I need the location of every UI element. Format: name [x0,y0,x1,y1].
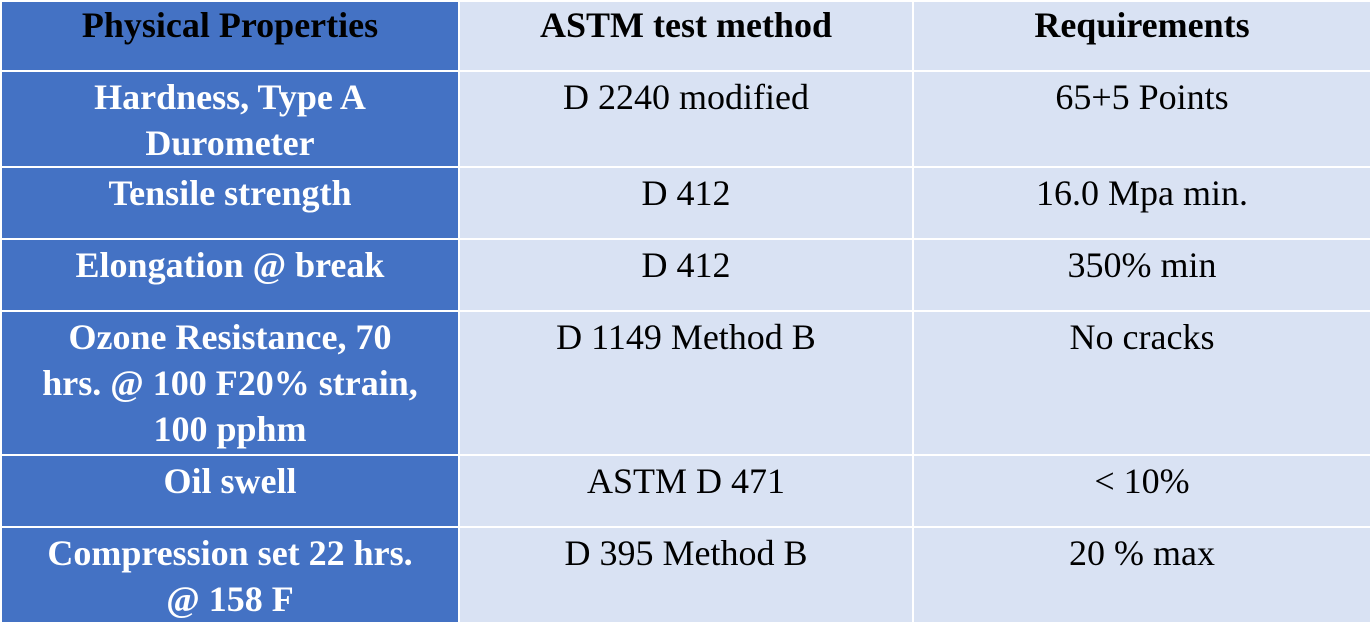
table-cell: Hardness, Type A Durometer [0,70,460,168]
table-cell: D 1149 Method B [458,310,914,456]
table-cell: 16.0 Mpa min. [912,166,1370,240]
header-cell: Physical Properties [0,0,460,72]
header-cell: ASTM test method [458,0,914,72]
table-cell: D 412 [458,166,914,240]
table-cell: D 395 Method B [458,526,914,622]
table-cell: 350% min [912,238,1370,312]
table-cell: 20 % max [912,526,1370,622]
table-cell: D 2240 modified [458,70,914,168]
table-cell: 65+5 Points [912,70,1370,168]
table-row: Ozone Resistance, 70 hrs. @ 100 F20% str… [0,310,1370,456]
table-cell: Oil swell [0,454,460,528]
table-row: Oil swell ASTM D 471 < 10% [0,454,1370,528]
table-cell: Compression set 22 hrs. @ 158 F [0,526,460,622]
table-cell: ASTM D 471 [458,454,914,528]
table-cell: < 10% [912,454,1370,528]
table-cell: Tensile strength [0,166,460,240]
table-row: Elongation @ break D 412 350% min [0,238,1370,312]
table-cell: D 412 [458,238,914,312]
table-cell: Ozone Resistance, 70 hrs. @ 100 F20% str… [0,310,460,456]
header-cell: Requirements [912,0,1370,72]
header-row: Physical Properties ASTM test method Requi… [0,0,1370,72]
table-row: Tensile strength D 412 16.0 Mpa min. [0,166,1370,240]
table-cell: No cracks [912,310,1370,456]
table-row: Hardness, Type A Durometer D 2240 modifie… [0,70,1370,168]
table-cell: Elongation @ break [0,238,460,312]
